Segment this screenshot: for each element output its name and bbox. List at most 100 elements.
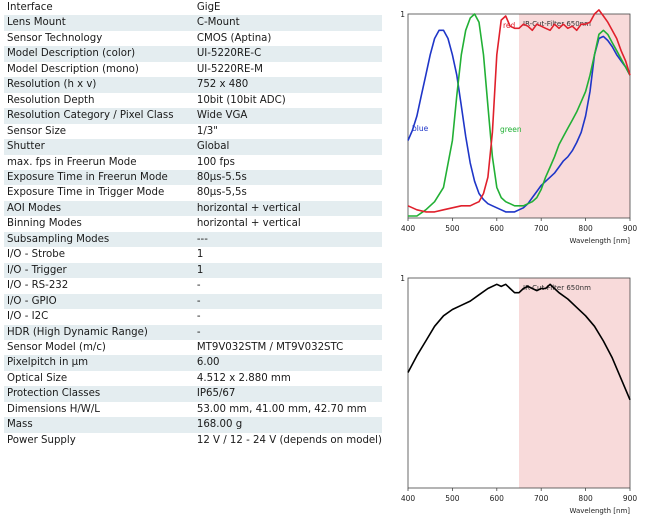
spec-label: Exposure Time in Trigger Mode	[7, 187, 165, 199]
spec-label: Shutter	[4, 139, 194, 155]
spec-label: Mass	[4, 417, 194, 433]
spec-label: I/O - Strobe	[7, 249, 66, 261]
spec-label: HDR (High Dynamic Range)	[4, 324, 194, 340]
annotation-label: IR-Cut-Filter 650nm	[523, 20, 591, 28]
spec-value: 100 fps	[196, 156, 235, 168]
mono-sensitivity-svg: IR-Cut-Filter 650nm 400 500 600 700 800 900 1 Wa…	[400, 274, 637, 515]
spec-value: 168.00 g	[193, 417, 382, 433]
spec-row: Resolution (h x v) 752 x 480	[4, 77, 382, 93]
spec-label: Protection Classes	[4, 386, 194, 402]
x-tick-label: 500	[445, 494, 460, 503]
x-tick-label: 600	[490, 494, 505, 503]
spec-value: -	[193, 324, 382, 340]
x-tick-label: 800	[578, 224, 593, 233]
series-label-blue: blue	[412, 124, 429, 133]
series-line-red	[407, 9, 631, 213]
spec-row: Model Description (mono) UI-5220RE-M	[4, 62, 382, 77]
spec-row: Optical Size 4.512 x 2.880 mm	[4, 371, 382, 386]
spec-label: Power Supply	[7, 434, 76, 446]
x-tick-label: 800	[578, 494, 593, 503]
series-line-mono	[407, 283, 631, 401]
spec-label: Dimensions H/W/L	[7, 403, 100, 415]
spec-value: 53.00 mm, 41.00 mm, 42.70 mm	[196, 403, 367, 415]
spec-label: I/O - GPIO	[4, 293, 194, 310]
spec-value: CMOS (Aptina)	[196, 32, 272, 44]
annotation-label: IR-Cut-Filter 650nm	[523, 284, 591, 292]
spec-label: I/O - Trigger	[4, 262, 194, 279]
spec-row: Interface GigE	[4, 0, 382, 15]
series-line-green	[408, 13, 631, 217]
x-tick-label: 400	[401, 224, 416, 233]
spec-value: Wide VGA	[193, 108, 382, 124]
spec-label: Sensor Model (m/c)	[7, 341, 106, 353]
spec-value: 6.00	[193, 355, 382, 371]
spec-label: Lens Mount	[4, 15, 194, 31]
spectral-sensitivity-chart: IR-Cut-Filter 650nm 400 500 600 700 800 900 1 Wa…	[396, 2, 646, 250]
spec-value: 80µs-5,5s	[196, 187, 247, 199]
x-tick-label: 400	[401, 494, 416, 503]
spec-label: AOI Modes	[4, 200, 194, 217]
spec-value: 752 x 480	[193, 77, 382, 93]
spec-row: Dimensions H/W/L 53.00 mm, 41.00 mm, 42.7…	[4, 402, 382, 417]
spec-value: MT9V032STM / MT9V032STC	[196, 341, 344, 353]
y-tick-label: 1	[400, 10, 405, 19]
x-tick-label: 700	[534, 224, 549, 233]
spectral-sensitivity-svg: IR-Cut-Filter 650nm 400 500 600 700 800 900 1 Wa…	[400, 9, 637, 245]
spec-row: Subsampling Modes ---	[4, 231, 382, 248]
spec-row: Resolution Category / Pixel Class Wide VG…	[4, 108, 382, 124]
spec-row: Exposure Time in Freerun Mode 80µs-5.5s	[4, 169, 382, 186]
spec-row: HDR (High Dynamic Range) -	[4, 324, 382, 340]
spec-value: horizontal + vertical	[193, 200, 382, 217]
spec-row: AOI Modes horizontal + vertical	[4, 200, 382, 217]
spec-label: I/O - I2C	[7, 311, 49, 323]
spec-row: Mass 168.00 g	[4, 417, 382, 433]
spec-value: 4.512 x 2.880 mm	[196, 372, 291, 384]
spec-row: Model Description (color) UI-5220RE-C	[4, 46, 382, 62]
spec-row: Pixelpitch in µm 6.00	[4, 355, 382, 371]
spec-label: Resolution Depth	[7, 94, 95, 106]
spec-row: I/O - RS-232 -	[4, 278, 382, 293]
spec-value: 1	[193, 262, 382, 279]
spec-value: C-Mount	[193, 15, 382, 31]
spec-row: Exposure Time in Trigger Mode 80µs-5,5s	[4, 185, 382, 200]
spec-row: Lens Mount C-Mount	[4, 15, 382, 31]
spec-row: Resolution Depth 10bit (10bit ADC)	[4, 93, 382, 108]
y-tick-label: 1	[400, 274, 405, 283]
spec-row: Binning Modes horizontal + vertical	[4, 216, 382, 231]
spec-value: -	[193, 293, 382, 310]
spec-label: Resolution (h x v)	[4, 77, 194, 93]
plot-frame	[407, 277, 631, 489]
x-tick-label: 600	[490, 224, 505, 233]
spec-row: Sensor Model (m/c) MT9V032STM / MT9V032ST…	[4, 340, 382, 355]
spec-value: -	[196, 311, 201, 323]
series-line-blue	[407, 29, 631, 213]
spec-value: Global	[193, 139, 382, 155]
spec-label: Sensor Technology	[7, 32, 103, 44]
spec-row: Sensor Size 1/3"	[4, 124, 382, 139]
spec-row: Sensor Technology CMOS (Aptina)	[4, 31, 382, 46]
spec-value: 1	[196, 249, 204, 261]
spec-row: Shutter Global	[4, 139, 382, 155]
spec-label: Sensor Size	[7, 125, 67, 137]
spec-label: I/O - RS-232	[7, 280, 69, 292]
spec-value: UI-5220RE-C	[193, 46, 382, 62]
spec-value: -	[196, 280, 201, 292]
spec-row: I/O - I2C -	[4, 309, 382, 324]
series-label-red: red	[503, 21, 516, 30]
mono-sensitivity-chart: IR-Cut-Filter 650nm 400 500 600 700 800 900 1 Wa…	[396, 266, 646, 518]
spec-label: Model Description (color)	[4, 46, 194, 62]
x-tick-label: 700	[534, 494, 549, 503]
x-axis-label: Wavelength [nm]	[570, 237, 631, 245]
spec-label: max. fps in Freerun Mode	[7, 156, 137, 168]
spec-value: UI-5220RE-M	[196, 63, 263, 75]
spec-label: Optical Size	[7, 372, 68, 384]
spec-label: Exposure Time in Freerun Mode	[4, 169, 194, 186]
spec-label: Pixelpitch in µm	[4, 355, 194, 371]
x-axis-label: Wavelength [nm]	[570, 507, 631, 515]
spec-row: I/O - GPIO -	[4, 293, 382, 310]
spec-row: Protection Classes IP65/67	[4, 386, 382, 402]
spec-value: ---	[193, 231, 382, 248]
spec-value: 80µs-5.5s	[193, 169, 382, 186]
spec-label: Resolution Category / Pixel Class	[4, 108, 194, 124]
plot-frame	[407, 13, 631, 219]
